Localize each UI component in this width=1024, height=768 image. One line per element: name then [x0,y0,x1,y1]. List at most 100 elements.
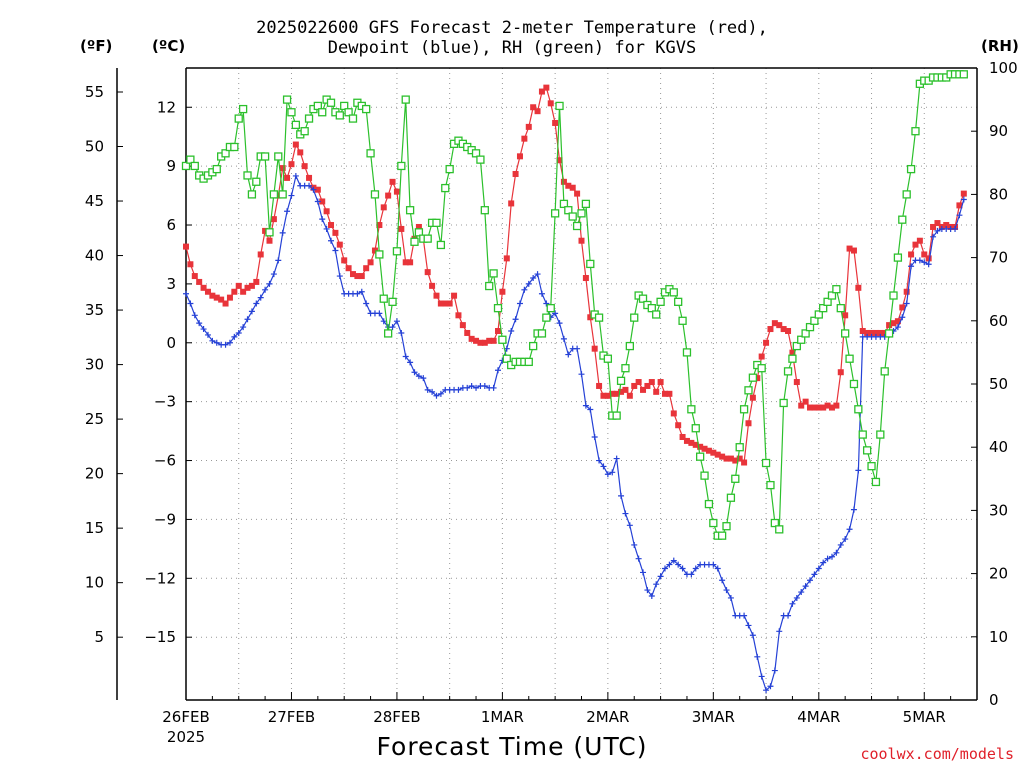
dewpoint-point [328,237,335,244]
rh-point [638,294,648,303]
rh-point [682,348,692,357]
temperature-point [235,282,242,289]
fahrenheit-tick-label: 55 [85,83,104,101]
temperature-point [745,420,752,427]
dewpoint-point [275,257,282,264]
dewpoint-point [833,549,840,556]
celsius-tick-label: 12 [157,98,176,116]
dewpoint-point [543,300,550,307]
temperature-point [763,339,770,346]
dewpoint-point [231,333,238,340]
dewpoint-point [631,541,638,548]
dewpoint-point [903,300,910,307]
temperature-point [815,404,822,411]
dewpoint-point [582,402,589,409]
dewpoint-point [793,594,800,601]
dewpoint-point [358,288,365,295]
dewpoint-point [688,571,695,578]
rh-point [366,149,375,158]
dewpoint-point [925,261,932,268]
rh-point [529,341,538,351]
temperature-point [407,259,414,266]
temperature-point [793,379,800,386]
rh-point [423,234,432,243]
rh-point [414,228,424,237]
temperature-point [846,245,853,252]
rh-point [362,104,371,114]
temperature-point [587,314,594,321]
rh-tick-label: 40 [989,438,1008,456]
rh-point [489,269,498,278]
temperature-point [872,329,879,336]
rh-point [401,95,410,104]
rh-point [379,294,388,303]
rh-point [744,386,753,395]
temperature-point [960,190,967,197]
rh-point [542,313,551,322]
dewpoint-point [745,622,752,629]
x-axis-title: Forecast Time (UTC) [376,732,648,761]
dewpoint-point [692,565,699,572]
x-tick-label: 1MAR [481,708,524,726]
temperature-point [301,163,308,170]
dewpoint-point [226,339,233,346]
rh-point [436,240,446,250]
rh-point [559,199,569,209]
temperature-point [495,328,502,335]
rh-point [630,313,639,322]
dewpoint-point [626,522,633,529]
rh-point [243,171,252,180]
dewpoint-point [257,294,264,301]
rh-point [181,161,191,171]
x-tick-label: 2MAR [586,708,629,726]
temperature-point [789,349,796,356]
dewpoint-point [473,384,480,391]
rh-point [247,190,257,199]
temperature-point [341,257,348,264]
temperature-point [209,292,216,299]
dewpoint-point [415,373,422,380]
dewpoint-point [279,229,286,236]
rh-point [889,291,898,300]
rh-point [603,354,613,363]
rh-tick-label: 60 [989,312,1008,330]
dewpoint-point [727,594,734,601]
temperature-point [741,459,748,466]
temperature-point [749,394,756,401]
temperature-point [600,392,607,399]
temperature-point [560,178,567,185]
rh-point [731,474,740,483]
dewpoint-point [855,467,862,474]
celsius-tick-label: 9 [166,157,176,175]
rh-point [555,101,564,111]
temperature-point [648,379,655,386]
temperature-point [565,182,572,189]
temperature-point [714,451,721,458]
dewpoint-point [824,555,831,562]
temperature-point [622,386,629,393]
dewpoint-point [785,612,792,619]
rh-point [739,405,749,414]
dewpoint-point [675,561,682,568]
rh-series-line [185,73,964,537]
rh-point [814,310,823,319]
dewpoint-point [530,275,537,282]
rh-point [805,322,815,332]
temperature-point [604,392,611,399]
rh-point [221,149,230,158]
rh-point [238,104,248,114]
dewpoint-point [661,565,668,572]
temperature-point [644,382,651,389]
temperature-point [802,398,809,405]
rh-point [704,499,714,509]
temperature-point [543,84,550,91]
rh-point [678,316,687,325]
celsius-tick-label: −3 [154,393,176,411]
dewpoint-point [763,687,770,694]
rh-tick-label: 0 [989,691,999,709]
dewpoint-point [191,312,198,319]
rh-point [476,155,485,164]
rh-point [586,259,595,269]
dewpoint-point [222,341,229,348]
dewpoint-point [363,300,370,307]
